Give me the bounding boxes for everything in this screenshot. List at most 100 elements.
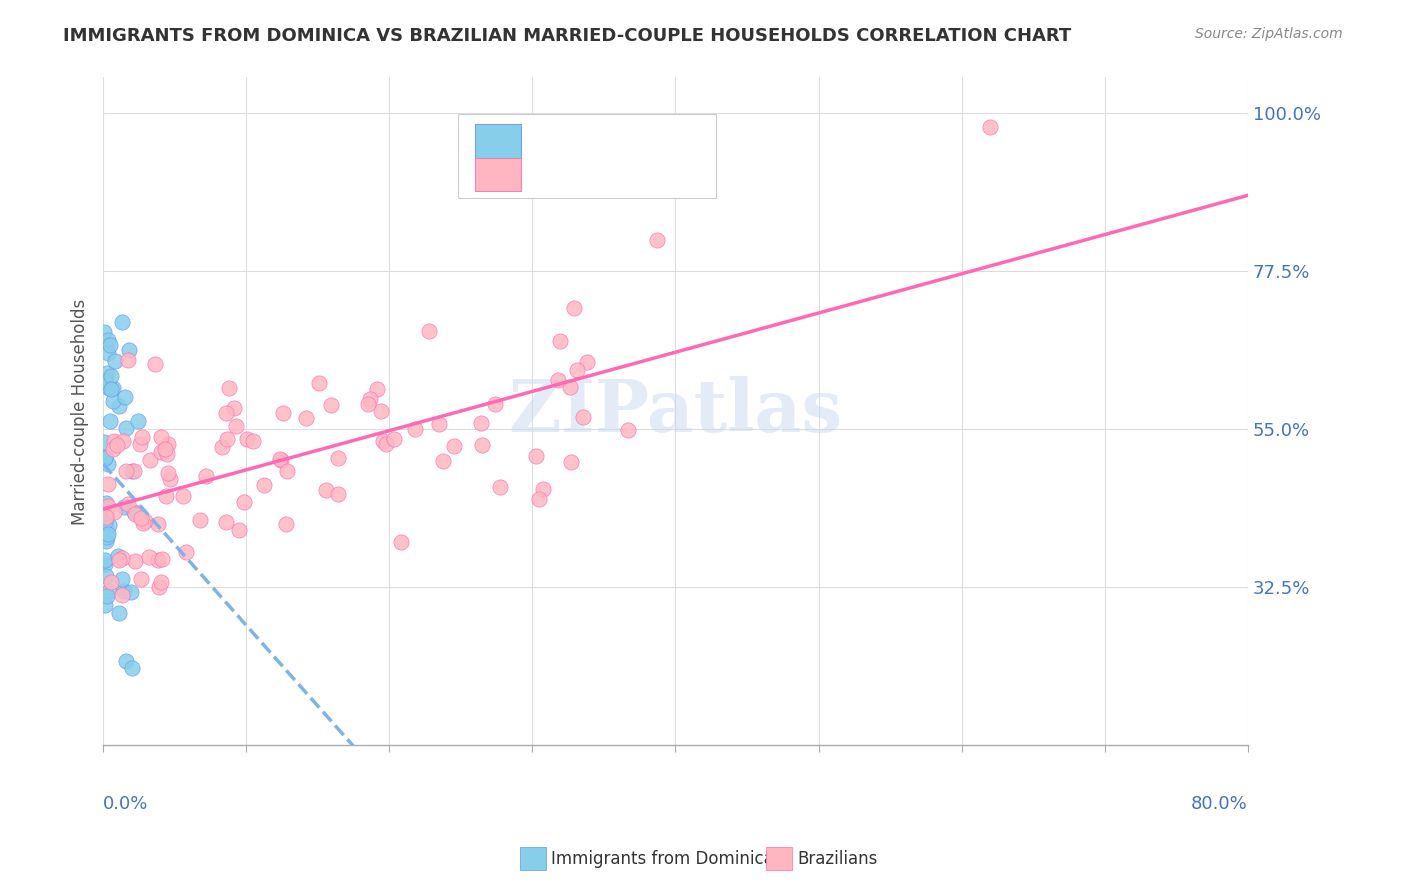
- Point: [319, 398, 342, 412]
- Point: [404, 422, 426, 436]
- Point: [97, 457, 120, 471]
- Point: [114, 390, 136, 404]
- Point: [172, 490, 194, 504]
- Point: [233, 495, 256, 509]
- Point: [326, 450, 349, 465]
- Text: IMMIGRANTS FROM DOMINICA VS BRAZILIAN MARRIED-COUPLE HOUSEHOLDS CORRELATION CHAR: IMMIGRANTS FROM DOMINICA VS BRAZILIAN MA…: [63, 27, 1071, 45]
- Point: [357, 397, 380, 411]
- Point: [524, 450, 547, 464]
- Point: [96, 531, 118, 545]
- Point: [103, 442, 125, 457]
- Point: [94, 553, 117, 567]
- Point: [156, 466, 179, 480]
- Point: [211, 440, 233, 454]
- Y-axis label: Married-couple Households: Married-couple Households: [72, 298, 89, 524]
- Bar: [475, 158, 522, 191]
- Point: [271, 406, 294, 420]
- Point: [427, 417, 450, 432]
- Point: [96, 534, 118, 549]
- Text: Source: ZipAtlas.com: Source: ZipAtlas.com: [1195, 27, 1343, 41]
- Point: [111, 550, 134, 565]
- Point: [124, 553, 146, 567]
- Point: [94, 506, 117, 520]
- Point: [150, 430, 173, 444]
- Point: [122, 464, 145, 478]
- Text: R = 0.346: R = 0.346: [530, 157, 628, 176]
- Text: Immigrants from Dominica: Immigrants from Dominica: [551, 850, 773, 868]
- Point: [315, 483, 337, 498]
- Point: [174, 545, 197, 559]
- Point: [373, 434, 395, 449]
- Point: [112, 434, 135, 448]
- Point: [101, 393, 124, 408]
- Point: [93, 451, 115, 466]
- Point: [121, 661, 143, 675]
- Point: [120, 585, 142, 599]
- Point: [107, 549, 129, 563]
- Point: [94, 515, 117, 529]
- Point: [617, 423, 640, 437]
- Point: [547, 373, 569, 387]
- Point: [93, 325, 115, 339]
- Point: [294, 410, 316, 425]
- Point: [432, 454, 454, 468]
- Point: [96, 374, 118, 388]
- Point: [242, 434, 264, 448]
- Point: [112, 584, 135, 599]
- Text: ZIPatlas: ZIPatlas: [509, 376, 842, 447]
- Point: [389, 535, 412, 549]
- Bar: [475, 124, 522, 158]
- Point: [148, 580, 170, 594]
- Point: [134, 514, 156, 528]
- Point: [155, 489, 177, 503]
- Point: [560, 380, 582, 394]
- Point: [194, 469, 217, 483]
- Point: [124, 505, 146, 519]
- Point: [115, 421, 138, 435]
- Point: [97, 346, 120, 360]
- Point: [527, 492, 550, 507]
- Point: [215, 406, 238, 420]
- Point: [131, 430, 153, 444]
- Point: [484, 397, 506, 411]
- Point: [308, 376, 330, 390]
- Point: [98, 381, 121, 395]
- Point: [253, 477, 276, 491]
- Point: [107, 552, 129, 566]
- Point: [157, 437, 180, 451]
- Point: [156, 447, 179, 461]
- Point: [228, 523, 250, 537]
- Point: [132, 516, 155, 531]
- Point: [115, 654, 138, 668]
- Point: [190, 513, 212, 527]
- Point: [94, 569, 117, 583]
- Point: [96, 510, 118, 524]
- Point: [124, 507, 146, 521]
- Point: [107, 606, 129, 620]
- Point: [118, 343, 141, 357]
- Point: [138, 453, 160, 467]
- Point: [104, 353, 127, 368]
- Point: [269, 452, 291, 467]
- Point: [443, 440, 465, 454]
- Point: [101, 381, 124, 395]
- Point: [562, 301, 585, 316]
- Point: [225, 418, 247, 433]
- Point: [576, 354, 599, 368]
- Point: [572, 409, 595, 424]
- Point: [97, 527, 120, 541]
- Point: [375, 437, 398, 451]
- Point: [382, 432, 405, 446]
- Point: [97, 477, 120, 491]
- Point: [565, 363, 588, 377]
- Point: [359, 392, 381, 406]
- Point: [218, 381, 240, 395]
- Point: [215, 515, 238, 529]
- Point: [328, 486, 350, 500]
- Point: [548, 334, 571, 348]
- Point: [93, 434, 115, 449]
- Point: [471, 438, 494, 452]
- Point: [143, 357, 166, 371]
- Point: [105, 438, 128, 452]
- Point: [270, 453, 292, 467]
